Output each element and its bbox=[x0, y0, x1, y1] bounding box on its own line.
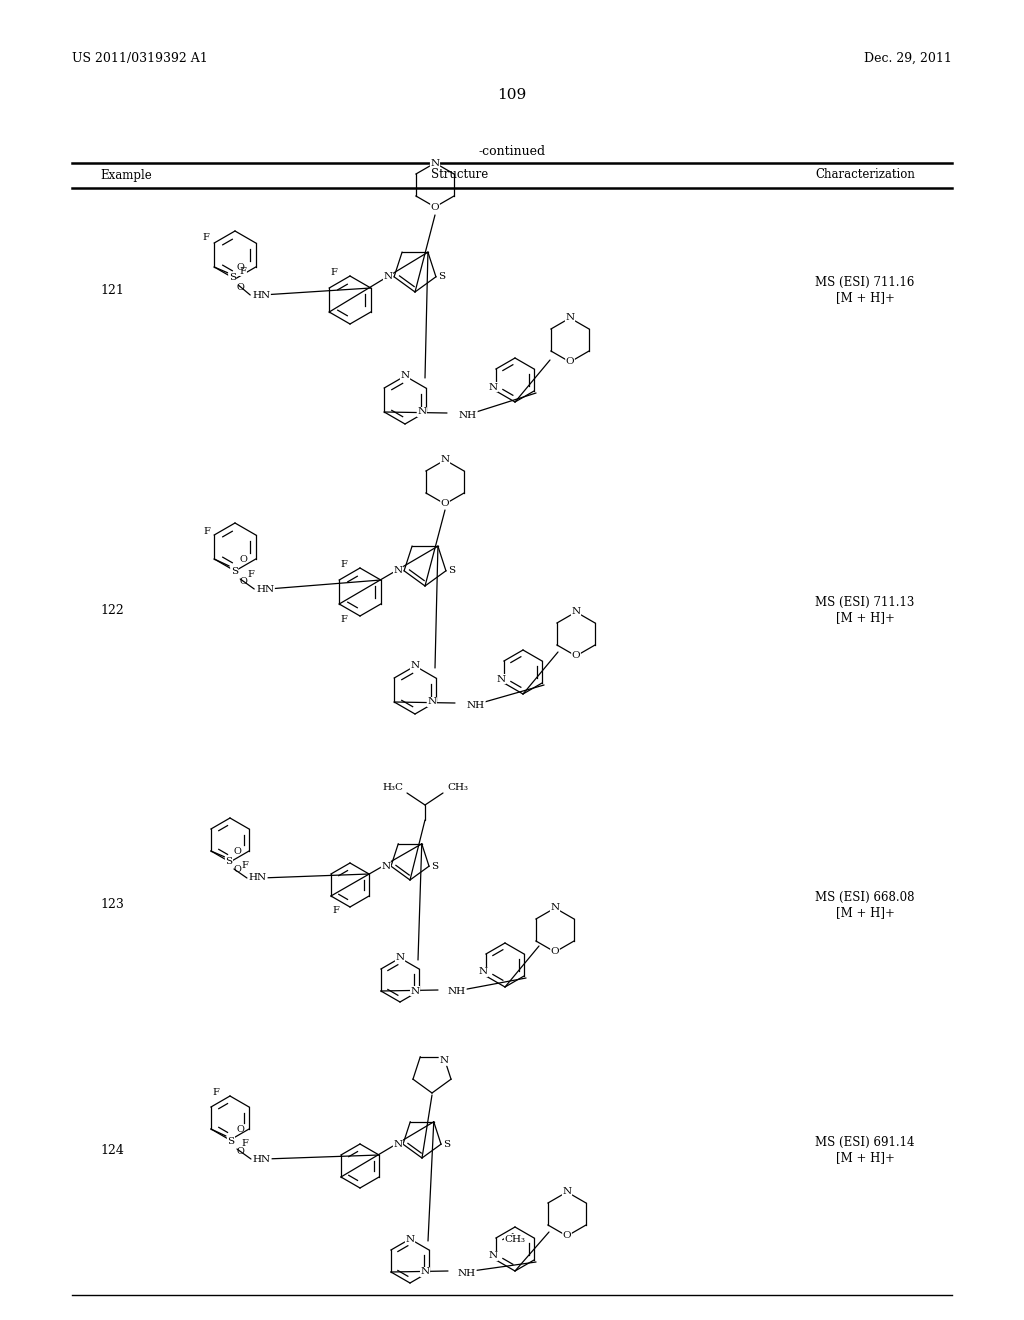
Text: N: N bbox=[406, 1234, 415, 1243]
Text: S: S bbox=[230, 566, 238, 576]
Text: N: N bbox=[381, 862, 390, 871]
Text: F: F bbox=[341, 615, 347, 624]
Text: F: F bbox=[202, 234, 209, 243]
Text: S: S bbox=[227, 1137, 234, 1146]
Text: N: N bbox=[384, 272, 392, 281]
Text: N: N bbox=[571, 607, 581, 616]
Text: N: N bbox=[393, 566, 402, 576]
Text: S: S bbox=[443, 1139, 451, 1148]
Text: [M + H]+: [M + H]+ bbox=[836, 292, 894, 305]
Text: N: N bbox=[551, 903, 559, 912]
Text: MS (ESI) 711.16: MS (ESI) 711.16 bbox=[815, 276, 914, 289]
Text: HN: HN bbox=[253, 1155, 271, 1163]
Text: N: N bbox=[478, 968, 487, 977]
Text: S: S bbox=[225, 857, 232, 866]
Text: F: F bbox=[241, 861, 248, 870]
Text: F: F bbox=[341, 560, 347, 569]
Text: CH₃: CH₃ bbox=[447, 783, 468, 792]
Text: N: N bbox=[393, 1139, 402, 1148]
Text: N: N bbox=[395, 953, 404, 962]
Text: 124: 124 bbox=[100, 1143, 124, 1156]
Text: NH: NH bbox=[467, 701, 485, 710]
Text: O: O bbox=[551, 948, 559, 957]
Text: N: N bbox=[488, 1251, 498, 1261]
Text: MS (ESI) 691.14: MS (ESI) 691.14 bbox=[815, 1135, 914, 1148]
Text: N: N bbox=[417, 408, 426, 417]
Text: O: O bbox=[237, 263, 244, 272]
Text: MS (ESI) 668.08: MS (ESI) 668.08 bbox=[815, 891, 914, 903]
Text: S: S bbox=[431, 862, 438, 871]
Text: Characterization: Characterization bbox=[815, 169, 914, 181]
Text: N: N bbox=[421, 1267, 430, 1276]
Text: N: N bbox=[427, 697, 436, 706]
Text: F: F bbox=[331, 268, 338, 277]
Text: N: N bbox=[562, 1188, 571, 1196]
Text: H₃C: H₃C bbox=[382, 783, 403, 792]
Text: N: N bbox=[411, 661, 420, 671]
Text: Example: Example bbox=[100, 169, 152, 181]
Text: S: S bbox=[228, 272, 236, 281]
Text: 109: 109 bbox=[498, 88, 526, 102]
Text: S: S bbox=[449, 566, 456, 576]
Text: O: O bbox=[571, 652, 581, 660]
Text: NH: NH bbox=[458, 1269, 476, 1278]
Text: F: F bbox=[241, 1139, 248, 1147]
Text: O: O bbox=[233, 866, 241, 874]
Text: HN: HN bbox=[256, 585, 274, 594]
Text: F: F bbox=[204, 527, 211, 536]
Text: O: O bbox=[237, 282, 244, 292]
Text: O: O bbox=[440, 499, 450, 508]
Text: O: O bbox=[562, 1232, 571, 1241]
Text: O: O bbox=[236, 1147, 244, 1155]
Text: 122: 122 bbox=[100, 603, 124, 616]
Text: 123: 123 bbox=[100, 899, 124, 912]
Text: O: O bbox=[565, 358, 574, 367]
Text: N: N bbox=[497, 675, 506, 684]
Text: S: S bbox=[438, 272, 445, 281]
Text: HN: HN bbox=[249, 874, 267, 883]
Text: MS (ESI) 711.13: MS (ESI) 711.13 bbox=[815, 595, 914, 609]
Text: F: F bbox=[240, 267, 247, 276]
Text: US 2011/0319392 A1: US 2011/0319392 A1 bbox=[72, 51, 208, 65]
Text: HN: HN bbox=[252, 290, 270, 300]
Text: Dec. 29, 2011: Dec. 29, 2011 bbox=[864, 51, 952, 65]
Text: N: N bbox=[411, 986, 420, 995]
Text: Structure: Structure bbox=[431, 169, 488, 181]
Text: [M + H]+: [M + H]+ bbox=[836, 611, 894, 624]
Text: -continued: -continued bbox=[478, 145, 546, 158]
Text: NH: NH bbox=[459, 411, 477, 420]
Text: N: N bbox=[400, 371, 410, 380]
Text: O: O bbox=[240, 556, 247, 565]
Text: N: N bbox=[439, 1056, 449, 1065]
Text: F: F bbox=[212, 1089, 219, 1097]
Text: [M + H]+: [M + H]+ bbox=[836, 907, 894, 920]
Text: N: N bbox=[488, 383, 498, 392]
Text: NH: NH bbox=[449, 987, 466, 997]
Text: O: O bbox=[240, 577, 247, 586]
Text: O: O bbox=[233, 846, 241, 855]
Text: N: N bbox=[565, 314, 574, 322]
Text: F: F bbox=[248, 570, 254, 579]
Text: O: O bbox=[236, 1126, 244, 1134]
Text: N: N bbox=[430, 158, 439, 168]
Text: 121: 121 bbox=[100, 284, 124, 297]
Text: O: O bbox=[431, 202, 439, 211]
Text: F: F bbox=[332, 906, 339, 915]
Text: N: N bbox=[440, 455, 450, 465]
Text: [M + H]+: [M + H]+ bbox=[836, 1151, 894, 1164]
Text: CH₃: CH₃ bbox=[505, 1234, 525, 1243]
